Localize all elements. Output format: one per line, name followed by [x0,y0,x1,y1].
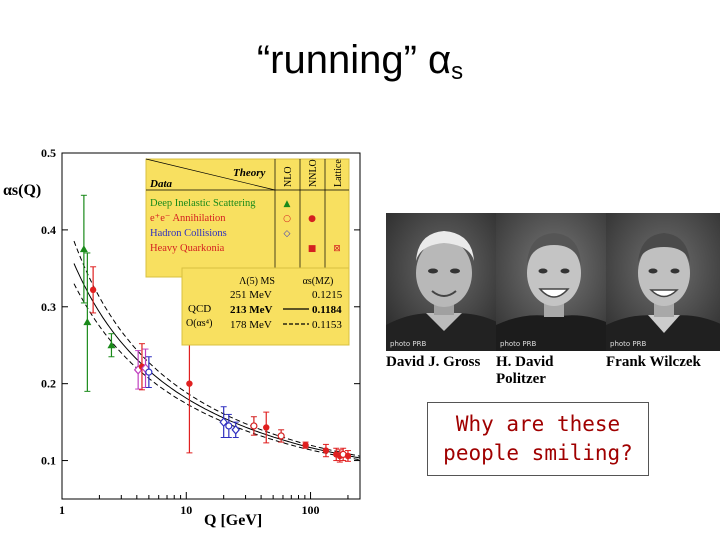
y-tick-label-2: 0.3 [41,300,56,314]
data-point-15 [302,441,309,449]
photo-politzer-credit: photo PRB [500,340,537,348]
data-point-7 [145,368,153,376]
y-tick-label-0: 0.1 [41,454,56,468]
qcd-rows: 251 MeV 0.1215 213 MeV 0.1184 178 MeV 0.1153 [230,289,343,331]
qcd-order-label: O(αs⁴) [186,318,213,329]
data-point-0 [79,245,88,253]
qcd-row-alpha-2: 0.1153 [312,319,342,331]
photo-gross: photo PRB [386,213,503,351]
caption-politzer-line2: Politzer [496,371,546,387]
photo-gross-image: photo PRB [386,213,503,351]
qcd-legend: Λ(5) MS αs(MZ) QCD O(αs⁴) 251 MeV 0.12152… [181,267,350,346]
curve-178-MeV [73,283,360,461]
legend-row-label-1: e⁺e⁻ Annihilation [150,213,226,224]
photo-wilczek-credit: photo PRB [610,340,647,348]
legend-col-lattice: Lattice [333,159,344,187]
slide-title-subscript: s [451,58,464,85]
caption-wilczek: Frank Wilczek [606,354,701,370]
qcd-row-lambda-2: 178 MeV [230,319,272,331]
data-point-8 [186,380,193,387]
legend-row-label-2: Hadron Collisions [150,228,227,239]
photo-wilczek: photo PRB [606,213,720,351]
qcd-row-lambda-1: 213 MeV [230,304,273,316]
alpha-s-running-plot: 0.1 0.2 0.3 0.4 0.5 1 10 100 αs(Q) Q [GeV] Data… [3,146,361,529]
qcd-row-alpha-1: 0.1184 [312,304,342,316]
x-tick-label-1: 10 [180,503,192,517]
question-line-2: people smiling? [443,441,633,465]
photo-politzer: photo PRB [496,213,613,351]
legend-theory-header: Theory [233,167,266,179]
slide-title: “running” αs [0,38,720,86]
legend-row-nnlo-symbol-3: ■ [308,244,317,254]
x-tick-label-0: 1 [59,503,65,517]
legend-rows: Deep Inelastic Scattering ▲ e⁺e⁻ Annihilat… [150,198,341,254]
y-tick-label-3: 0.4 [41,223,56,237]
caption-gross: David J. Gross [386,354,481,370]
question-line-1: Why are these [455,412,621,436]
legend-row-lattice-symbol-3: ⊠ [333,244,341,254]
data-point-14 [277,432,285,440]
photo-gross-credit: photo PRB [390,340,427,348]
slide-title-main: “running” α [256,38,452,82]
data-legend-box [145,158,350,278]
qcd-row-alpha-0: 0.1215 [312,289,343,301]
curve-251-MeV [73,240,360,457]
qcd-row-lambda-0: 251 MeV [230,289,272,301]
data-point-11 [231,424,241,435]
theory-curves [73,240,360,461]
y-axis-label: αs(Q) [3,182,41,199]
data-point-3 [107,341,116,349]
caption-politzer: H. David Politzer [496,354,554,388]
y-tick-label-1: 0.2 [41,377,56,391]
plot-frame [61,152,361,500]
photo-politzer-image: photo PRB [496,213,613,351]
legend-col-nlo: NLO [283,166,294,187]
data-point-2 [89,286,97,294]
data-point-13 [263,424,270,431]
legend-row-nlo-symbol-2: ◇ [284,229,291,239]
data-point-1 [83,318,92,326]
legend-row-label-3: Heavy Quarkonia [150,243,225,254]
data-point-20 [344,452,352,460]
data-point-10 [225,422,233,430]
legend-row-nlo-symbol-1: ○ [283,214,291,224]
data-point-16 [322,447,330,454]
qcd-col-lambda: Λ(5) MS [239,276,275,287]
curve-213-MeV [73,263,360,459]
question-box: Why are these people smiling? [427,402,649,476]
x-tick-label-2: 100 [302,503,320,517]
legend-data-header: Data [149,178,173,190]
legend-row-nlo-symbol-0: ▲ [284,199,291,209]
photo-wilczek-image: photo PRB [606,213,720,351]
data-point-12 [250,422,258,430]
y-tick-label-4: 0.5 [41,146,56,160]
x-axis-label: Q [GeV] [204,512,262,529]
legend-col-nnlo: NNLO [308,159,319,187]
qcd-label: QCD [188,303,211,315]
caption-politzer-line1: H. David [496,354,554,370]
axis-ticks: 0.1 0.2 0.3 0.4 0.5 1 10 100 [41,146,360,517]
legend-row-nnlo-symbol-1: ● [308,214,316,224]
data-points [79,194,352,463]
data-point-9 [219,417,228,428]
data-legend: Data Theory NLO NNLO Lattice Deep Inelas… [145,158,350,278]
legend-row-label-0: Deep Inelastic Scattering [150,198,256,209]
qcd-col-alpha: αs(MZ) [303,276,334,287]
qcd-legend-box [181,267,350,346]
